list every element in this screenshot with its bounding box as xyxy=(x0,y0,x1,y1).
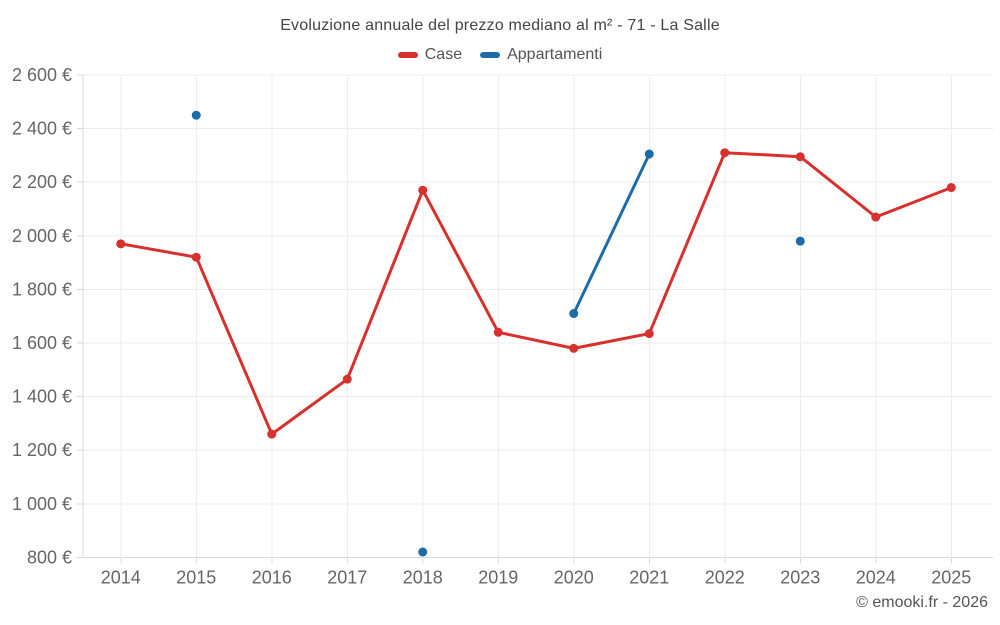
data-point-case-2019[interactable] xyxy=(493,327,503,337)
data-point-appartamenti-2021[interactable] xyxy=(644,149,654,159)
x-axis-label: 2016 xyxy=(252,568,292,588)
x-axis-label: 2018 xyxy=(403,568,443,588)
copyright-text: © emooki.fr - 2026 xyxy=(856,594,988,611)
y-axis-label: 1 400 € xyxy=(12,387,72,407)
y-axis-label: 1 600 € xyxy=(12,333,72,353)
y-axis-label: 2 000 € xyxy=(12,226,72,246)
data-point-appartamenti-2020[interactable] xyxy=(569,309,579,319)
data-point-case-2025[interactable] xyxy=(946,183,956,193)
legend-swatch-icon xyxy=(480,52,501,58)
y-axis-label: 2 200 € xyxy=(12,172,72,192)
y-axis-label: 800 € xyxy=(27,547,72,567)
y-axis-label: 1 200 € xyxy=(12,440,72,460)
x-axis-label: 2015 xyxy=(176,568,216,588)
legend-item-appartamenti[interactable]: Appartamenti xyxy=(480,46,602,64)
data-point-case-2024[interactable] xyxy=(871,212,881,222)
data-point-case-2021[interactable] xyxy=(644,329,654,339)
legend-item-case[interactable]: Case xyxy=(397,46,463,64)
y-axis-label: 1 000 € xyxy=(12,494,72,514)
y-axis-label: 1 800 € xyxy=(12,279,72,299)
x-axis-label: 2019 xyxy=(478,568,518,588)
x-axis-label: 2022 xyxy=(705,568,745,588)
x-axis-label: 2023 xyxy=(780,568,820,588)
data-point-case-2022[interactable] xyxy=(720,148,730,158)
data-point-case-2017[interactable] xyxy=(342,374,352,384)
data-point-case-2023[interactable] xyxy=(795,152,805,162)
data-point-case-2018[interactable] xyxy=(418,185,428,195)
legend-item-label: Appartamenti xyxy=(507,46,603,63)
x-axis-label: 2017 xyxy=(327,568,367,588)
x-axis-label: 2020 xyxy=(554,568,594,588)
x-axis-label: 2024 xyxy=(856,568,896,588)
x-axis-label: 2025 xyxy=(931,568,971,588)
y-axis-label: 2 600 € xyxy=(12,65,72,85)
data-point-case-2020[interactable] xyxy=(569,343,579,353)
data-point-appartamenti-2015[interactable] xyxy=(191,110,201,120)
data-point-case-2016[interactable] xyxy=(267,429,277,439)
legend-swatch-icon xyxy=(397,52,418,58)
x-axis-label: 2021 xyxy=(629,568,669,588)
data-point-case-2015[interactable] xyxy=(191,252,201,262)
chart-legend: Case Appartamenti xyxy=(0,46,1000,64)
series-line-case xyxy=(119,151,953,436)
data-point-appartamenti-2023[interactable] xyxy=(795,236,805,246)
data-point-appartamenti-2018[interactable] xyxy=(418,547,428,557)
x-axis-label: 2014 xyxy=(101,568,141,588)
legend-item-label: Case xyxy=(424,46,463,63)
chart-title: Evoluzione annuale del prezzo mediano al… xyxy=(280,17,720,34)
y-axis-label: 2 400 € xyxy=(12,119,72,139)
data-point-case-2014[interactable] xyxy=(116,239,126,249)
series-line-appartamenti xyxy=(572,152,651,315)
